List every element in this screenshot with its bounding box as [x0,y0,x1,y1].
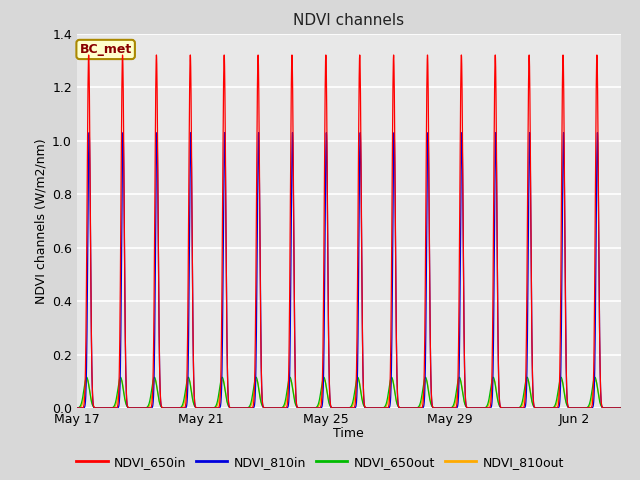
NDVI_810out [419,395,426,400]
Legend: NDVI_650in, NDVI_810in, NDVI_650out, NDVI_810out: NDVI_650in, NDVI_810in, NDVI_650out, NDV… [71,451,569,474]
NDVI_650in [506,405,513,411]
NDVI_650in [474,405,482,411]
NDVI_650out [617,405,625,410]
NDVI_810out [270,405,278,411]
NDVI_650out [320,374,328,380]
NDVI_810in [419,405,426,411]
NDVI_810out [100,405,108,411]
NDVI_810in [506,405,513,411]
NDVI_810in [476,405,484,411]
Line: NDVI_650in: NDVI_650in [77,55,621,408]
NDVI_650out [419,388,426,394]
NDVI_650in [73,405,81,411]
NDVI_650out [270,405,278,411]
NDVI_650out [476,405,484,411]
NDVI_810in [560,130,568,135]
NDVI_650in [186,52,194,58]
NDVI_810out [476,405,484,411]
X-axis label: Time: Time [333,427,364,440]
NDVI_810in [395,404,403,410]
NDVI_650out [506,405,513,411]
NDVI_650out [395,404,403,410]
NDVI_650in [100,405,108,411]
NDVI_810out [506,405,513,411]
Line: NDVI_650out: NDVI_650out [77,377,621,408]
NDVI_650out [100,405,108,411]
NDVI_810out [617,405,625,411]
NDVI_810in [100,405,108,411]
NDVI_650in [395,404,403,410]
NDVI_810out [73,405,81,411]
NDVI_650out [168,405,175,411]
NDVI_810out [321,377,328,383]
NDVI_810out [168,405,176,411]
Line: NDVI_810out: NDVI_810out [77,380,621,408]
Title: NDVI channels: NDVI channels [293,13,404,28]
NDVI_650in [419,404,426,409]
NDVI_810out [395,404,403,410]
Y-axis label: NDVI channels (W/m2/nm): NDVI channels (W/m2/nm) [35,138,48,304]
NDVI_810in [407,405,415,411]
NDVI_650in [270,405,278,411]
NDVI_810in [617,405,625,411]
NDVI_810in [270,405,278,411]
NDVI_810in [73,405,81,411]
NDVI_650in [617,405,625,411]
NDVI_650in [476,405,484,411]
Text: BC_met: BC_met [79,43,132,56]
Line: NDVI_810in: NDVI_810in [77,132,621,408]
NDVI_650out [73,405,81,411]
